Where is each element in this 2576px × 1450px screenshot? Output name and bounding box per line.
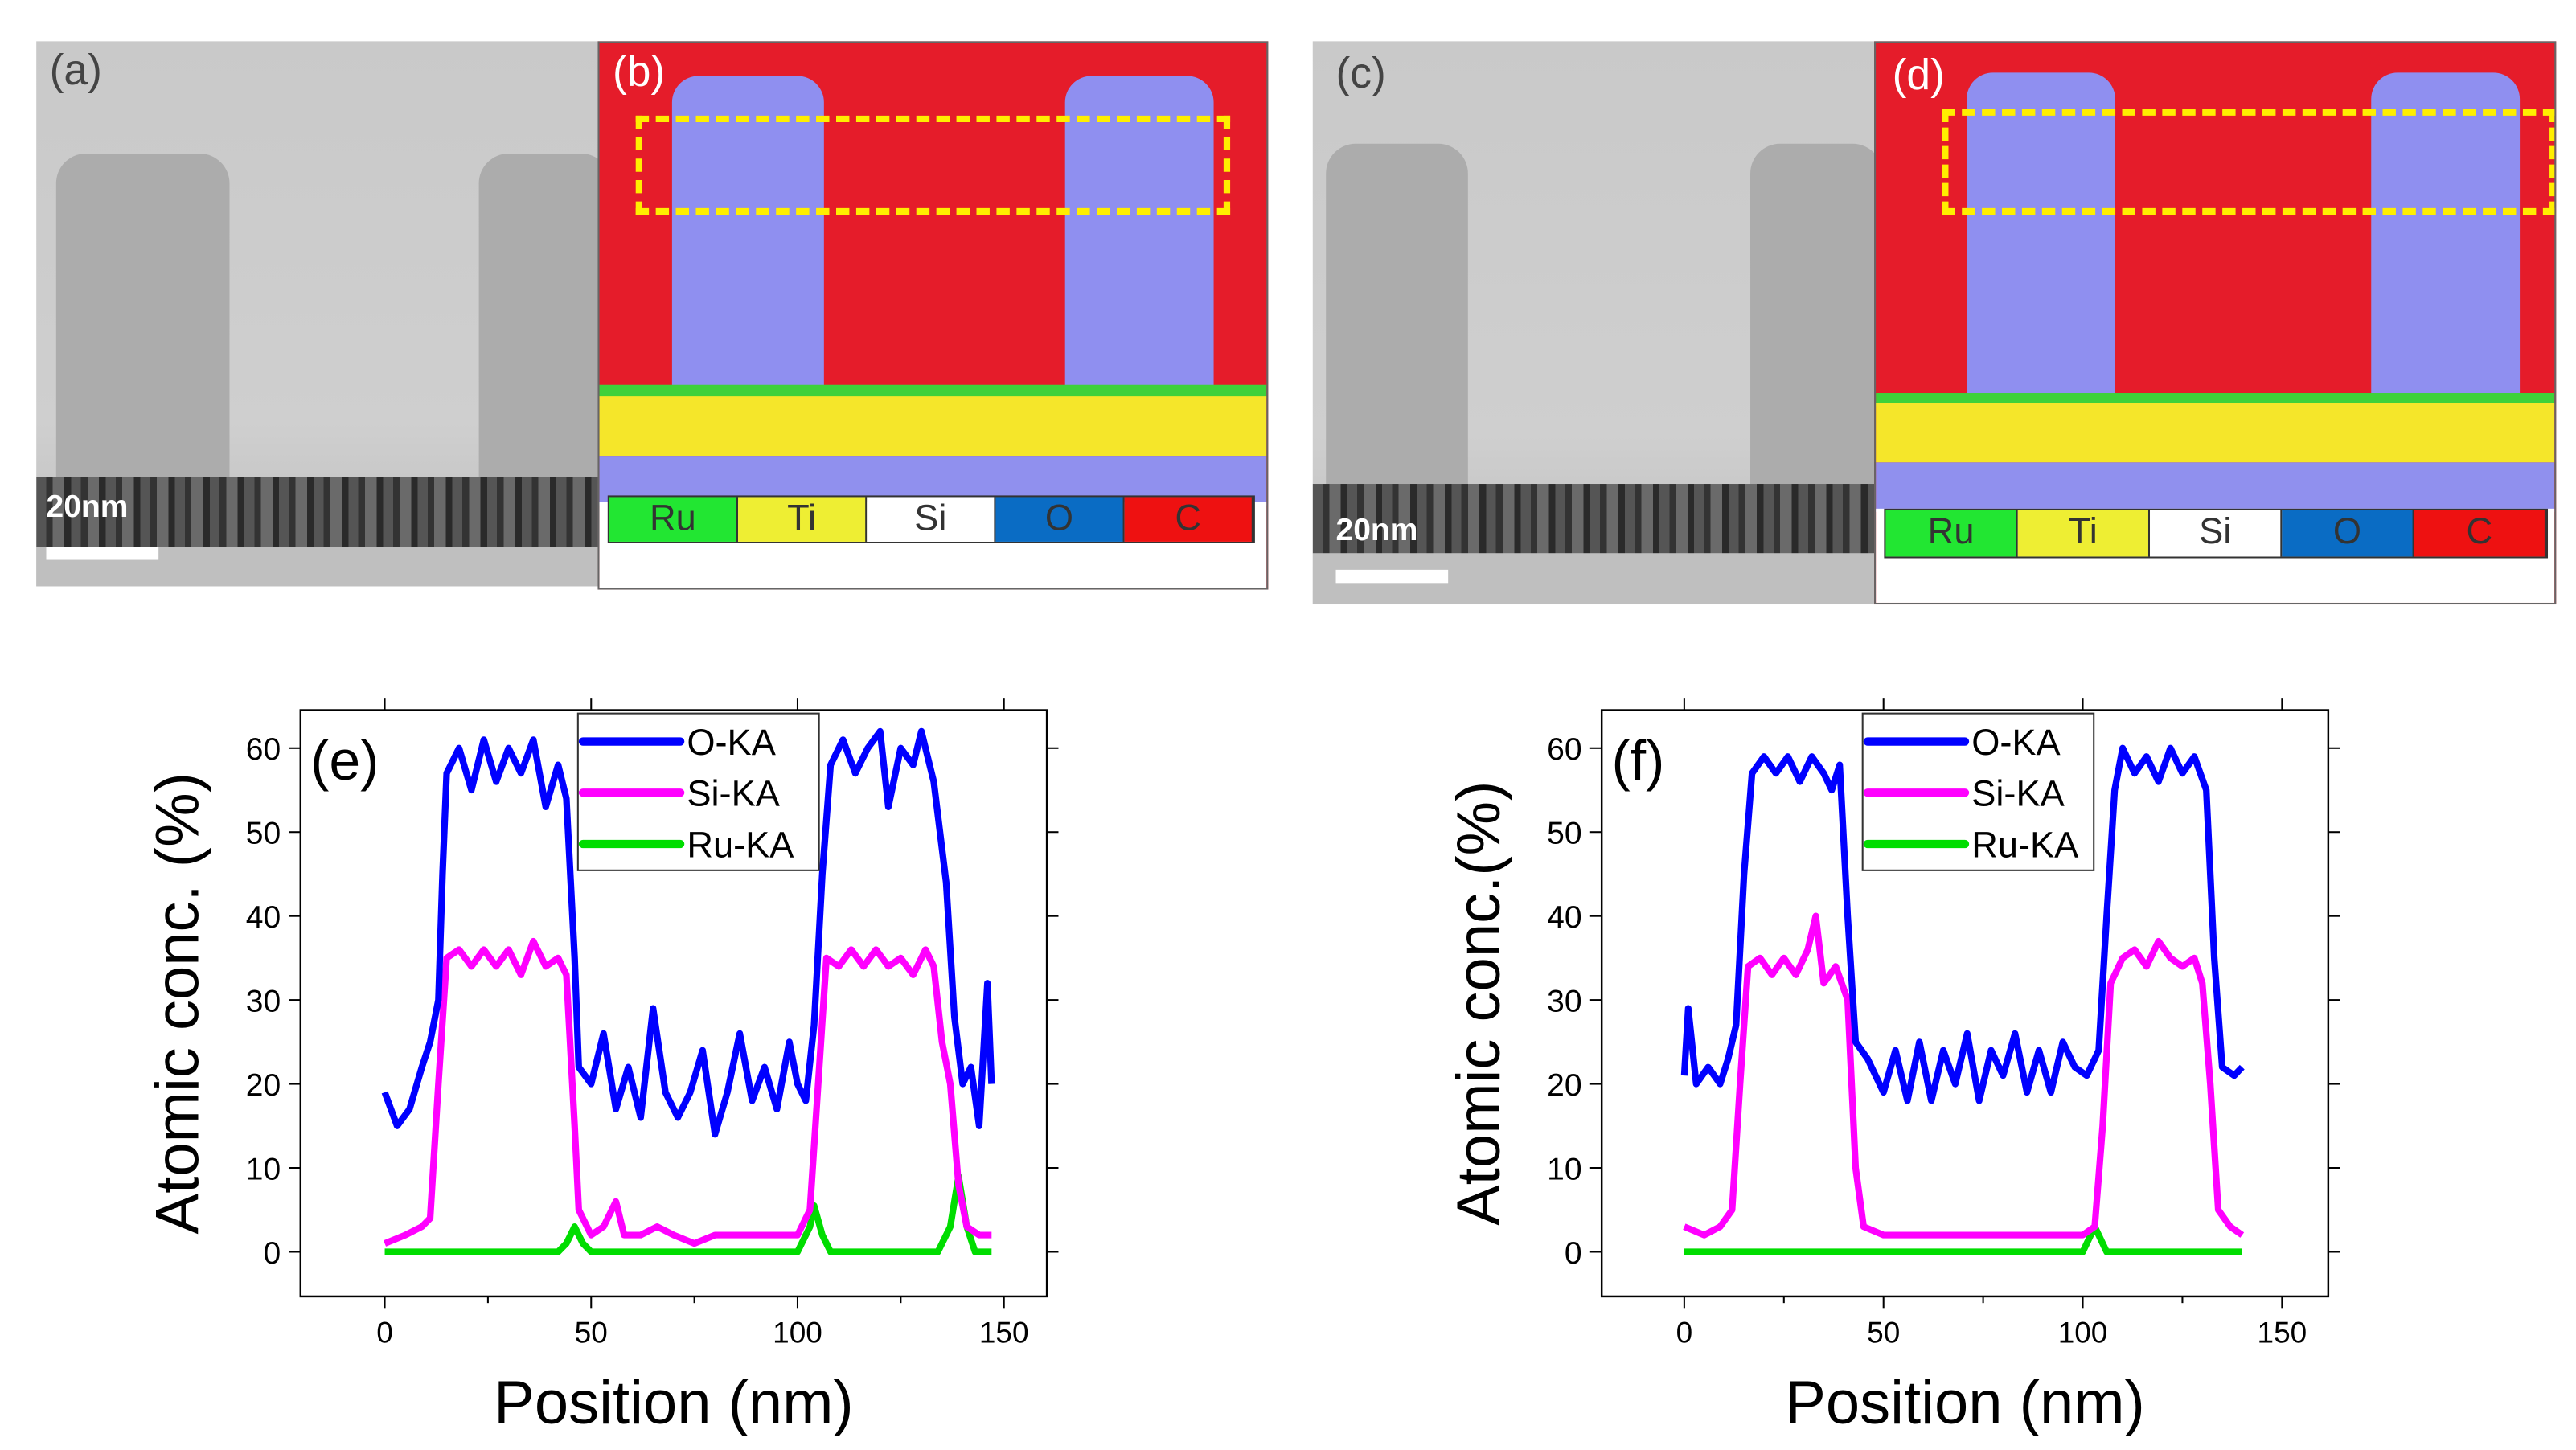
plot-frame	[1600, 709, 2330, 1298]
legend-label: Si-KA	[687, 773, 780, 814]
legend-label: O-KA	[687, 722, 776, 763]
eds-legend-c: C	[2414, 510, 2546, 557]
pillar	[478, 154, 598, 485]
x-tick-label: 100	[773, 1316, 822, 1349]
eds-map-b: (b) Ru Ti Si O C	[597, 41, 1269, 590]
eds-legend-o: O	[2282, 510, 2414, 557]
scale-bar	[46, 547, 159, 560]
y-tick-label: 60	[246, 732, 281, 767]
scale-bar	[1335, 569, 1449, 584]
pillar	[1750, 143, 1875, 499]
series-o-ka	[381, 727, 995, 1138]
panel-label: (e)	[310, 729, 379, 792]
panel-label: (d)	[1892, 49, 1945, 100]
y-tick-label: 30	[246, 984, 281, 1018]
y-tick-label: 50	[246, 817, 281, 851]
pillar	[1326, 143, 1468, 499]
y-tick-label: 0	[1565, 1236, 1582, 1271]
eds-legend-si: Si	[2150, 510, 2283, 557]
panel-label: (c)	[1335, 47, 1386, 98]
eds-legend-ru: Ru	[1885, 510, 2018, 557]
chart-e: 0 50 100 150 0 10 20 30 40 50 60 Position (nm) Atomi…	[143, 698, 1059, 1437]
x-tick-label: 0	[1676, 1316, 1693, 1349]
eds-legend-ru: Ru	[609, 497, 739, 542]
y-tick-label: 40	[1547, 900, 1581, 935]
pillar	[671, 76, 824, 399]
y-tick-label: 20	[1547, 1068, 1581, 1103]
scale-label: 20nm	[46, 490, 129, 526]
y-tick-label: 10	[1547, 1152, 1581, 1186]
y-tick-label: 30	[1547, 984, 1581, 1018]
legend-label: O-KA	[1971, 722, 2061, 763]
y-axis-title: Atomic conc. (%)	[143, 772, 211, 1234]
series-o-ka	[1680, 744, 2245, 1104]
eds-legend: Ru Ti Si O C	[1884, 508, 2549, 559]
tem-image-a: (a) 20nm	[36, 41, 598, 587]
ti-layer	[1876, 403, 2555, 463]
y-tick-label: 0	[263, 1236, 281, 1271]
legend-label: Ru-KA	[687, 824, 794, 865]
eds-legend: Ru Ti Si O C	[607, 495, 1255, 543]
x-tick-label: 50	[1867, 1316, 1900, 1349]
x-tick-label: 50	[575, 1316, 608, 1349]
pillar	[2371, 72, 2521, 412]
x-tick-label: 0	[376, 1316, 393, 1349]
panel-label: (f)	[1612, 729, 1665, 792]
legend-label: Ru-KA	[1971, 824, 2079, 865]
x-tick-label: 150	[979, 1316, 1029, 1349]
substrate	[36, 477, 598, 547]
y-axis-title: Atomic conc.(%)	[1445, 781, 1513, 1226]
si-layer	[1876, 462, 2555, 512]
eds-legend-o: O	[995, 497, 1125, 542]
y-tick-label: 20	[246, 1068, 281, 1103]
eds-legend-ti: Ti	[738, 497, 868, 542]
roi-box	[1942, 109, 2555, 215]
x-axis-title: Position (nm)	[1785, 1369, 2145, 1437]
tem-image-c: (c) 20nm	[1312, 41, 1875, 605]
chart-f: 0 50 100 150 0 10 20 30 40 50 60 Position (nm) Atomi…	[1445, 698, 2340, 1437]
x-tick-label: 100	[2058, 1316, 2108, 1349]
y-tick-label: 10	[246, 1152, 281, 1186]
series-si-ka	[1683, 912, 2245, 1239]
ti-layer	[599, 396, 1267, 457]
legend-label: Si-KA	[1971, 773, 2065, 814]
substrate	[1312, 484, 1875, 554]
eds-legend-si: Si	[867, 497, 996, 542]
x-axis-title: Position (nm)	[494, 1369, 854, 1437]
panel-label: (a)	[49, 44, 102, 95]
x-tick-label: 150	[2258, 1316, 2307, 1349]
plot-frame	[299, 709, 1048, 1298]
y-tick-label: 50	[1547, 817, 1581, 851]
ru-layer	[599, 384, 1267, 399]
eds-legend-ti: Ti	[2017, 510, 2151, 557]
scale-label: 20nm	[1335, 514, 1418, 549]
series-ru-ka	[1684, 1223, 2242, 1255]
y-tick-label: 60	[1547, 732, 1581, 767]
panel-label: (b)	[612, 46, 666, 96]
eds-map-d: (d) Ru Ti Si O C	[1874, 41, 2557, 605]
series-si-ka	[383, 937, 992, 1247]
roi-box	[635, 115, 1231, 215]
y-tick-label: 40	[246, 900, 281, 935]
pillar	[55, 154, 230, 485]
pillar	[1064, 76, 1214, 399]
eds-legend-c: C	[1124, 497, 1253, 542]
pillar	[1967, 72, 2115, 412]
